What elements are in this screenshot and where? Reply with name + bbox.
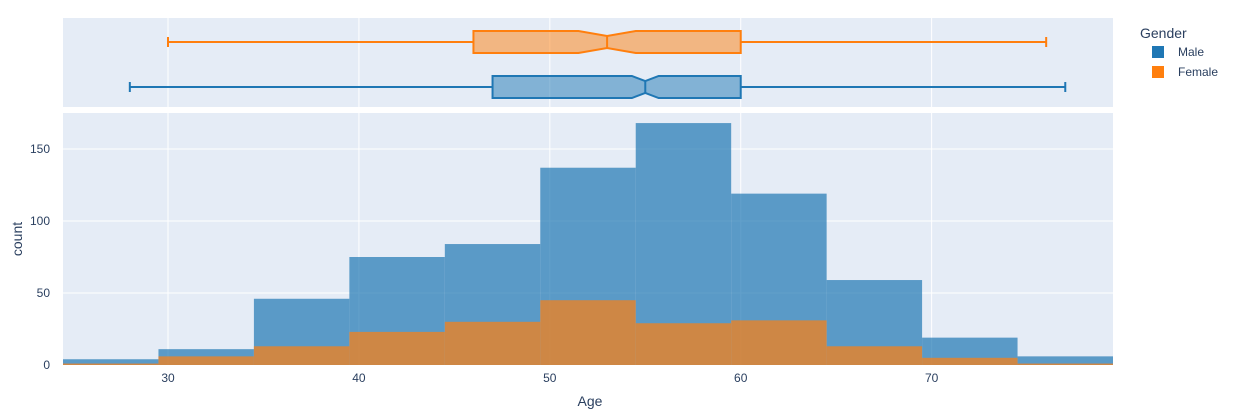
legend-swatch-female [1152,66,1164,78]
bar-male[interactable] [1017,356,1113,365]
x-tick-label: 70 [925,371,939,385]
bar-female[interactable] [1017,363,1113,365]
bar-female[interactable] [158,356,254,365]
box-plots [128,30,1067,99]
y-tick-label: 150 [30,142,50,156]
tick-labels: 30 40 50 60 70 0 50 100 150 [30,142,939,385]
x-axis-title: Age [578,393,603,409]
legend-title: Gender [1140,25,1187,41]
box-body [491,75,742,99]
bar-female[interactable] [444,321,541,365]
y-axis-title: count [9,222,25,256]
legend-label-male: Male [1178,45,1204,59]
bar-female[interactable] [540,300,636,365]
y-tick-label: 100 [30,214,50,228]
legend[interactable]: Gender Male Female [1140,25,1218,79]
bar-female[interactable] [731,320,827,365]
legend-item-male[interactable]: Male [1152,45,1204,59]
boxplot-male[interactable] [128,75,1067,99]
y-tick-label: 50 [37,286,51,300]
bar-female[interactable] [922,357,1018,365]
bar-female[interactable] [253,346,350,365]
x-tick-label: 30 [161,371,175,385]
bar-male[interactable] [63,359,159,365]
x-tick-label: 50 [543,371,557,385]
x-tick-label: 60 [734,371,748,385]
y-tick-label: 0 [43,358,50,372]
legend-swatch-male [1152,46,1164,58]
bar-female[interactable] [349,331,445,365]
boxplot-female[interactable] [167,30,1048,54]
legend-item-female[interactable]: Female [1152,65,1218,79]
legend-label-female: Female [1178,65,1218,79]
x-tick-label: 40 [352,371,366,385]
bar-female[interactable] [826,346,923,365]
bar-female[interactable] [63,363,159,365]
histogram-bars [63,123,1113,365]
bar-female[interactable] [635,323,732,365]
